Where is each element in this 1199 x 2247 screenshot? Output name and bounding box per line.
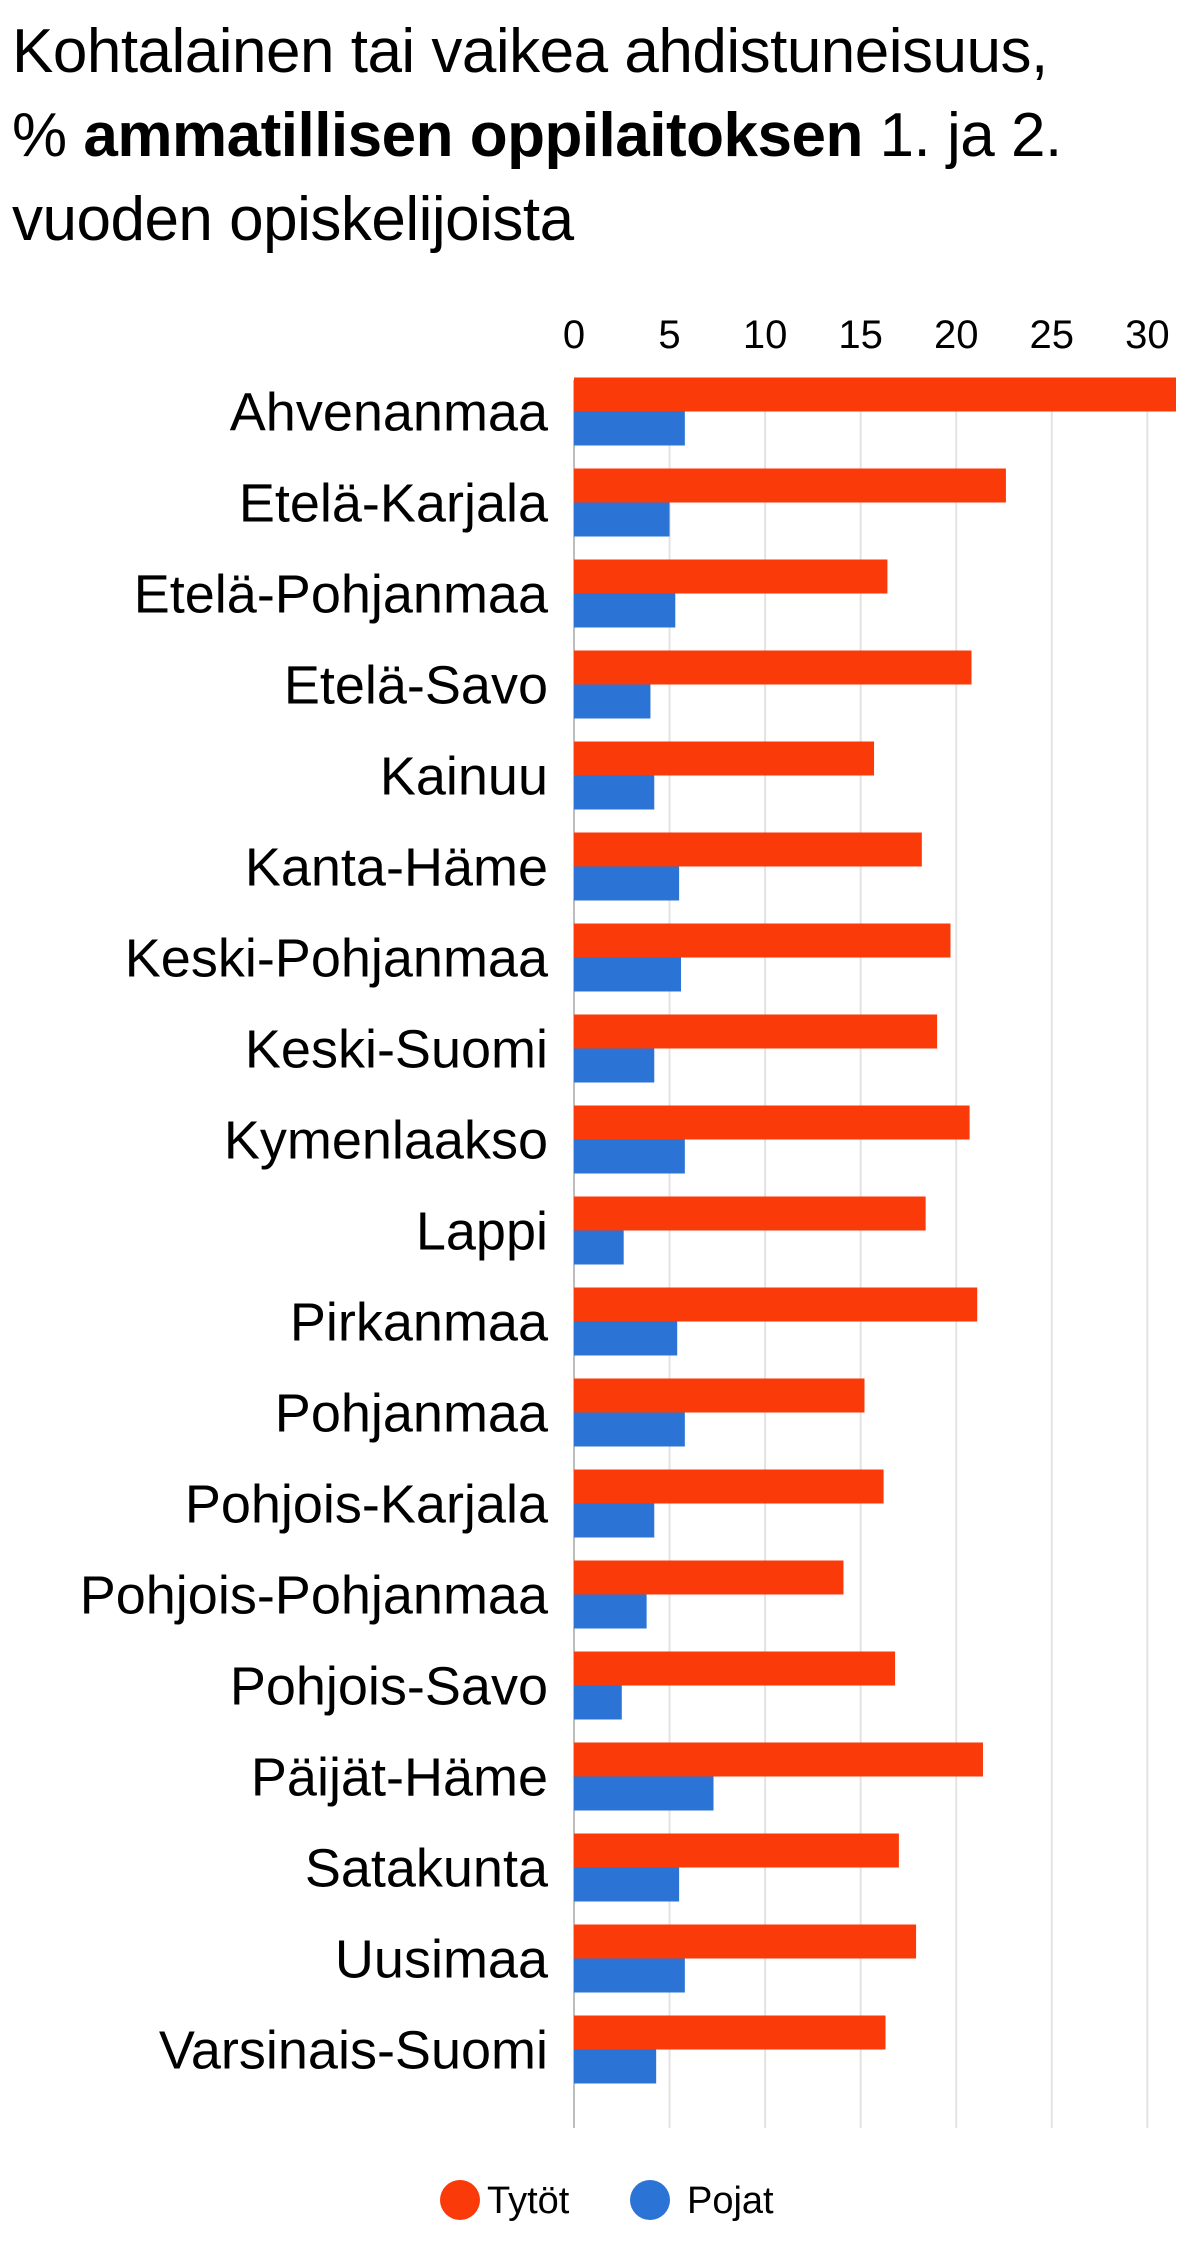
bar-pojat-17 <box>574 1958 685 1993</box>
bar-tytot-4 <box>574 741 875 776</box>
bar-pojat-10 <box>574 1321 678 1356</box>
bar-pojat-1 <box>574 502 670 537</box>
x-tick-label-0: 0 <box>563 313 585 357</box>
x-tick-label-10: 10 <box>743 313 788 357</box>
x-tick-label-15: 15 <box>838 313 883 357</box>
title-line-1: Kohtalainen tai vaikea ahdistuneisuus, <box>12 17 1048 86</box>
bar-tytot-5 <box>574 832 922 867</box>
category-label-7: Keski-Suomi <box>245 1020 548 1080</box>
bar-pojat-14 <box>574 1685 622 1720</box>
x-tick-label-5: 5 <box>658 313 680 357</box>
bar-tytot-16 <box>574 1833 899 1868</box>
bar-pojat-15 <box>574 1776 714 1811</box>
category-label-4: Kainuu <box>380 747 548 807</box>
category-label-6: Keski-Pohjanmaa <box>125 929 549 989</box>
legend-marker-0 <box>440 2180 480 2220</box>
bar-tytot-11 <box>574 1378 865 1413</box>
category-label-10: Pirkanmaa <box>290 1293 549 1353</box>
x-tick-label-30: 30 <box>1125 313 1170 357</box>
category-label-5: Kanta-Häme <box>245 838 548 898</box>
category-label-3: Etelä-Savo <box>284 656 548 716</box>
category-label-9: Lappi <box>416 1202 548 1262</box>
title-line-3: vuoden opiskelijoista <box>12 185 574 254</box>
bar-tytot-10 <box>574 1287 978 1322</box>
bar-pojat-3 <box>574 684 651 719</box>
bar-pojat-9 <box>574 1230 624 1265</box>
bar-tytot-15 <box>574 1742 983 1777</box>
legend-marker-1 <box>630 2180 670 2220</box>
category-label-13: Pohjois-Pohjanmaa <box>80 1566 549 1626</box>
bar-tytot-7 <box>574 1014 938 1049</box>
bar-tytot-8 <box>574 1105 970 1140</box>
bar-pojat-6 <box>574 957 682 992</box>
bars <box>574 377 1176 2084</box>
bar-tytot-12 <box>574 1469 884 1504</box>
category-label-1: Etelä-Karjala <box>239 474 549 534</box>
bar-tytot-18 <box>574 2015 886 2050</box>
category-label-18: Varsinais-Suomi <box>159 2021 548 2081</box>
legend-label-1: Pojat <box>687 2180 774 2222</box>
bar-tytot-3 <box>574 650 972 685</box>
title-line-2-suffix: 1. ja 2. <box>879 101 1063 170</box>
bar-tytot-17 <box>574 1924 917 1959</box>
bar-tytot-9 <box>574 1196 926 1231</box>
category-label-15: Päijät-Häme <box>251 1748 548 1808</box>
bar-pojat-16 <box>574 1867 680 1902</box>
bar-pojat-0 <box>574 411 685 446</box>
legend: Tytöt Pojat <box>440 2180 774 2222</box>
chart-title: Kohtalainen tai vaikea ahdistuneisuus, %… <box>12 10 1192 262</box>
bar-pojat-18 <box>574 2049 657 2084</box>
bar-pojat-11 <box>574 1412 685 1447</box>
x-tick-label-20: 20 <box>934 313 979 357</box>
category-label-11: Pohjanmaa <box>275 1384 549 1444</box>
x-tick-label-25: 25 <box>1030 313 1075 357</box>
bar-tytot-14 <box>574 1651 896 1686</box>
category-labels: Ahvenanmaa Etelä-Karjala Etelä-Pohjanmaa Et… <box>80 383 549 2081</box>
bar-tytot-2 <box>574 559 888 594</box>
legend-label-0: Tytöt <box>487 2180 570 2222</box>
category-label-2: Etelä-Pohjanmaa <box>134 565 549 625</box>
category-label-14: Pohjois-Savo <box>230 1657 548 1717</box>
bar-pojat-8 <box>574 1139 685 1174</box>
bar-tytot-13 <box>574 1560 844 1595</box>
bar-pojat-2 <box>574 593 676 628</box>
x-axis-ticks: 0 5 10 15 20 25 30 <box>563 313 1170 357</box>
category-label-8: Kymenlaakso <box>224 1111 548 1171</box>
title-line-2-bold: ammatillisen oppilaitoksen <box>83 101 863 170</box>
category-label-12: Pohjois-Karjala <box>185 1475 549 1535</box>
bar-pojat-7 <box>574 1048 655 1083</box>
category-label-0: Ahvenanmaa <box>230 383 549 443</box>
title-line-2-prefix: % <box>12 101 67 170</box>
bar-tytot-6 <box>574 923 951 958</box>
bar-pojat-12 <box>574 1503 655 1538</box>
category-label-16: Satakunta <box>305 1839 549 1899</box>
bar-pojat-4 <box>574 775 655 810</box>
bar-tytot-1 <box>574 468 1006 503</box>
bar-pojat-13 <box>574 1594 647 1629</box>
category-label-17: Uusimaa <box>335 1930 549 1990</box>
bar-pojat-5 <box>574 866 680 901</box>
bar-tytot-0 <box>574 377 1176 412</box>
